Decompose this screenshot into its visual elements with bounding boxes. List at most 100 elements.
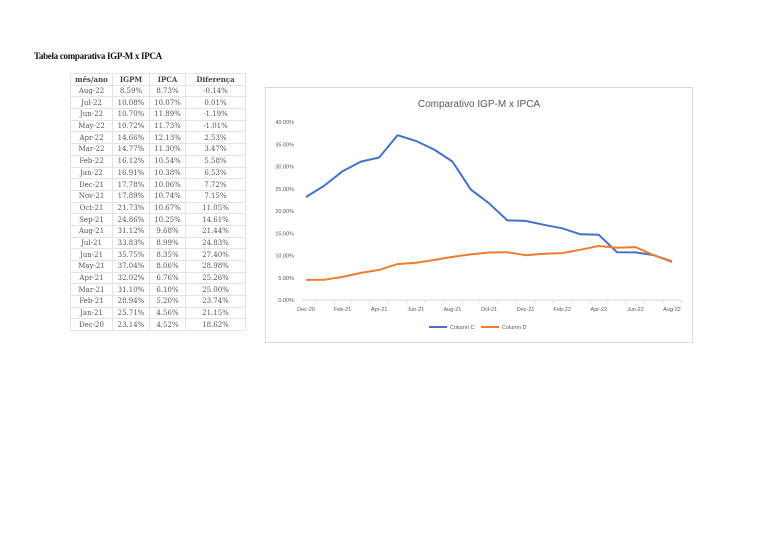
cell-month: May-21: [70, 260, 113, 273]
cell-igpm: 17.78%: [112, 178, 150, 191]
x-tick-label: Dec-20: [297, 307, 315, 313]
cell-igpm: 32.02%: [112, 271, 150, 285]
table-row: Feb-22 16.12% 10.54% 5.58%: [70, 154, 246, 168]
header-month: mês/ano: [70, 73, 113, 86]
y-tick-label: 35.00%: [275, 142, 294, 148]
cell-month: Mar-21: [70, 283, 113, 297]
cell-month: May-22: [70, 119, 113, 133]
cell-ipca: 10.74%: [149, 189, 186, 203]
y-tick-label: 20.00%: [275, 209, 294, 215]
cell-igpm: 35.75%: [112, 248, 150, 261]
table-row: Oct-21 21.73% 10.67% 11.05%: [70, 201, 246, 215]
x-tick-label: Dec-21: [517, 307, 535, 313]
cell-month: Sep-21: [70, 213, 113, 226]
cell-igpm: 31.10%: [112, 283, 150, 297]
cell-ipca: 10.07%: [149, 96, 186, 110]
x-tick-label: Aug-21: [444, 307, 462, 313]
cell-igpm: 16.91%: [112, 166, 150, 180]
table-row: Feb-21 28.94% 5.20% 23.74%: [70, 295, 246, 308]
cell-difference: 14.61%: [185, 213, 246, 226]
chart-svg: Comparativo IGP-M x IPCA 0.00% 5.00% 10.00…: [275, 99, 682, 331]
y-tick-label: 25.00%: [275, 187, 294, 193]
cell-ipca: 12.13%: [149, 131, 186, 145]
cell-difference: 7.72%: [185, 178, 246, 191]
cell-difference: 25.00%: [185, 283, 246, 297]
cell-ipca: 8.73%: [149, 84, 186, 98]
cell-month: Dec-20: [70, 318, 113, 332]
table-header-row: mês/ano IGPM IPCA Diferença: [70, 73, 246, 86]
cell-difference: 21.44%: [185, 224, 246, 238]
table-row: Apr-21 32.02% 6.76% 25.26%: [70, 271, 246, 285]
cell-ipca: 10.67%: [149, 201, 186, 215]
cell-difference: -1.19%: [185, 108, 246, 121]
series-line-1: [305, 134, 673, 263]
cell-ipca: 11.30%: [149, 143, 186, 156]
cell-month: Jul-22: [70, 96, 113, 110]
table-row: Mar-21 31.10% 6.10% 25.00%: [70, 283, 246, 297]
cell-month: Dec-21: [70, 178, 113, 191]
cell-difference: 7.15%: [185, 189, 246, 203]
cell-difference: 5.58%: [185, 154, 246, 168]
cell-month: Jul-21: [70, 236, 113, 250]
cell-ipca: 4.56%: [149, 306, 186, 320]
table-row: Jul-22 10.08% 10.07% 0.01%: [70, 96, 246, 110]
cell-ipca: 8.99%: [149, 236, 186, 250]
cell-difference: 21.15%: [185, 306, 246, 320]
x-tick-label: Oct-21: [481, 307, 498, 313]
cell-igpm: 8.59%: [112, 84, 150, 98]
table-row: Aug-21 31.12% 9.68% 21.44%: [70, 224, 246, 238]
cell-month: Apr-22: [70, 131, 113, 145]
table-row: Dec-21 17.78% 10.06% 7.72%: [70, 178, 246, 191]
cell-month: Jan-22: [70, 166, 113, 180]
cell-difference: -0.14%: [185, 84, 246, 98]
cell-igpm: 17.89%: [112, 189, 150, 203]
table-row: Jan-22 16.91% 10.38% 6.53%: [70, 166, 246, 180]
x-tick-label: Jun-21: [407, 307, 424, 313]
cell-ipca: 11.73%: [149, 119, 186, 133]
cell-ipca: 4.52%: [149, 318, 186, 332]
y-tick-label: 30.00%: [275, 165, 294, 171]
table-row: Apr-22 14.66% 12.13% 2.53%: [70, 131, 246, 145]
cell-igpm: 31.12%: [112, 224, 150, 238]
cell-ipca: 10.38%: [149, 166, 186, 180]
y-tick-label: 5.00%: [278, 276, 294, 282]
cell-ipca: 8.06%: [149, 260, 186, 273]
cell-igpm: 16.12%: [112, 154, 150, 168]
cell-difference: 6.53%: [185, 166, 246, 180]
cell-month: Jun-21: [70, 248, 113, 261]
cell-igpm: 21.73%: [112, 201, 150, 215]
comparison-table: mês/ano IGPM IPCA Diferença Aug-22 8.59% 8…: [70, 73, 246, 332]
cell-difference: 23.74%: [185, 295, 246, 308]
cell-ipca: 11.89%: [149, 108, 186, 121]
cell-igpm: 33.83%: [112, 236, 150, 250]
cell-month: Jan-21: [70, 306, 113, 320]
x-tick-label: Feb-21: [334, 307, 351, 313]
y-tick-label: 40.00%: [275, 120, 294, 126]
table-row: Jun-21 35.75% 8.35% 27.40%: [70, 248, 246, 261]
table-row: Mar-22 14.77% 11.30% 3.47%: [70, 143, 246, 156]
y-tick-label: 0.00%: [278, 298, 294, 304]
table-row: May-22 10.72% 11.73% -1.01%: [70, 119, 246, 133]
cell-difference: 27.40%: [185, 248, 246, 261]
cell-month: Aug-21: [70, 224, 113, 238]
x-tick-label: Feb-22: [553, 307, 570, 313]
table-row: Nov-21 17.89% 10.74% 7.15%: [70, 189, 246, 203]
cell-difference: 28.98%: [185, 260, 246, 273]
cell-month: Jun-22: [70, 108, 113, 121]
header-difference: Diferença: [185, 73, 246, 86]
cell-ipca: 10.54%: [149, 154, 186, 168]
cell-difference: 0.01%: [185, 96, 246, 110]
y-tick-label: 15.00%: [275, 231, 294, 237]
cell-igpm: 24.86%: [112, 213, 150, 226]
cell-month: Aug-22: [70, 84, 113, 98]
legend-label: Column C: [450, 325, 474, 331]
table-row: Jun-22 10.70% 11.89% -1.19%: [70, 108, 246, 121]
cell-difference: 11.05%: [185, 201, 246, 215]
x-tick-label: Jun-22: [627, 307, 644, 313]
cell-igpm: 25.71%: [112, 306, 150, 320]
cell-difference: 2.53%: [185, 131, 246, 145]
x-tick-label: Apr-22: [591, 307, 608, 313]
x-tick-label: Apr-21: [371, 307, 388, 313]
cell-igpm: 10.08%: [112, 96, 150, 110]
cell-month: Feb-22: [70, 154, 113, 168]
